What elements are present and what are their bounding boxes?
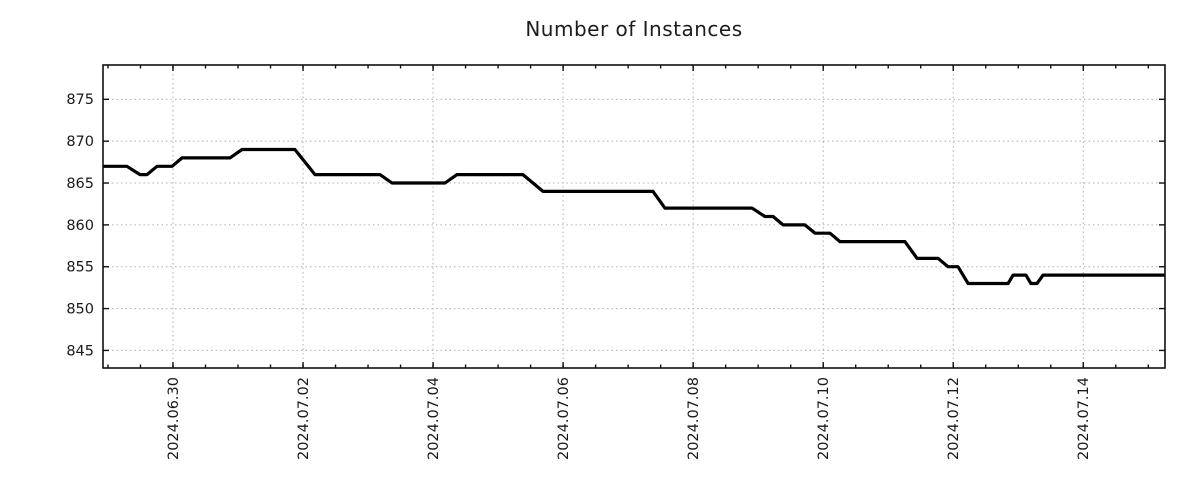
y-tick-label: 850 bbox=[66, 302, 94, 318]
x-tick-label: 2024.07.14 bbox=[1076, 377, 1092, 460]
plot-border bbox=[102, 64, 1166, 369]
x-tick-label: 2024.07.12 bbox=[946, 377, 962, 460]
x-tick-label: 2024.06.30 bbox=[166, 377, 182, 460]
y-tick-label: 845 bbox=[66, 343, 94, 359]
x-tick-label: 2024.07.10 bbox=[816, 377, 832, 460]
chart-title: Number of Instances bbox=[525, 17, 743, 41]
y-tick-label: 865 bbox=[66, 176, 94, 192]
x-tick-label: 2024.07.02 bbox=[296, 377, 312, 460]
x-tick-label: 2024.07.08 bbox=[686, 377, 702, 460]
grid-lines bbox=[103, 65, 1165, 368]
y-tick-labels: 845 850 855 860 865 870 875 bbox=[66, 92, 94, 359]
series-line-instances bbox=[103, 147, 1165, 286]
y-tick-label: 855 bbox=[66, 260, 94, 276]
y-tick-label: 875 bbox=[66, 92, 94, 108]
y-tick-label: 860 bbox=[66, 218, 94, 234]
axis-ticks bbox=[103, 65, 1165, 368]
x-tick-label: 2024.07.04 bbox=[426, 377, 442, 460]
x-tick-labels: 2024.06.30 2024.07.02 2024.07.04 2024.07.06… bbox=[166, 377, 1092, 460]
y-tick-label: 870 bbox=[66, 134, 94, 150]
x-tick-label: 2024.07.06 bbox=[556, 377, 572, 460]
